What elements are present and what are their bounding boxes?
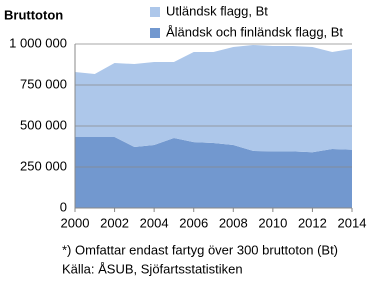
legend-swatch	[150, 7, 160, 17]
source-note: Källa: ÅSUB, Sjöfartsstatistiken	[62, 261, 243, 276]
chart-title: Bruttoton	[4, 7, 63, 22]
y-tick-label: 250 000	[20, 158, 67, 173]
area	[75, 44, 352, 153]
footnote: *) Omfattar endast fartyg över 300 brutt…	[62, 242, 338, 257]
x-tick-label: 2000	[61, 215, 90, 230]
x-tick-label: 2010	[258, 215, 287, 230]
x-tick-label: 2002	[100, 215, 129, 230]
legend-label: Åländsk och finländsk flagg, Bt	[166, 24, 343, 39]
y-tick-label: 1 000 000	[9, 35, 67, 50]
area	[75, 136, 352, 208]
y-tick-label: 750 000	[20, 76, 67, 91]
legend-swatch	[150, 28, 160, 38]
x-tick-label: 2008	[219, 215, 248, 230]
legend-label: Utländsk flagg, Bt	[166, 3, 268, 18]
y-tick-label: 500 000	[20, 117, 67, 132]
y-tick-label: 0	[60, 199, 67, 214]
x-tick-label: 2004	[140, 215, 169, 230]
x-tick-label: 2014	[338, 215, 367, 230]
x-tick-label: 2006	[179, 215, 208, 230]
x-tick-label: 2012	[298, 215, 327, 230]
